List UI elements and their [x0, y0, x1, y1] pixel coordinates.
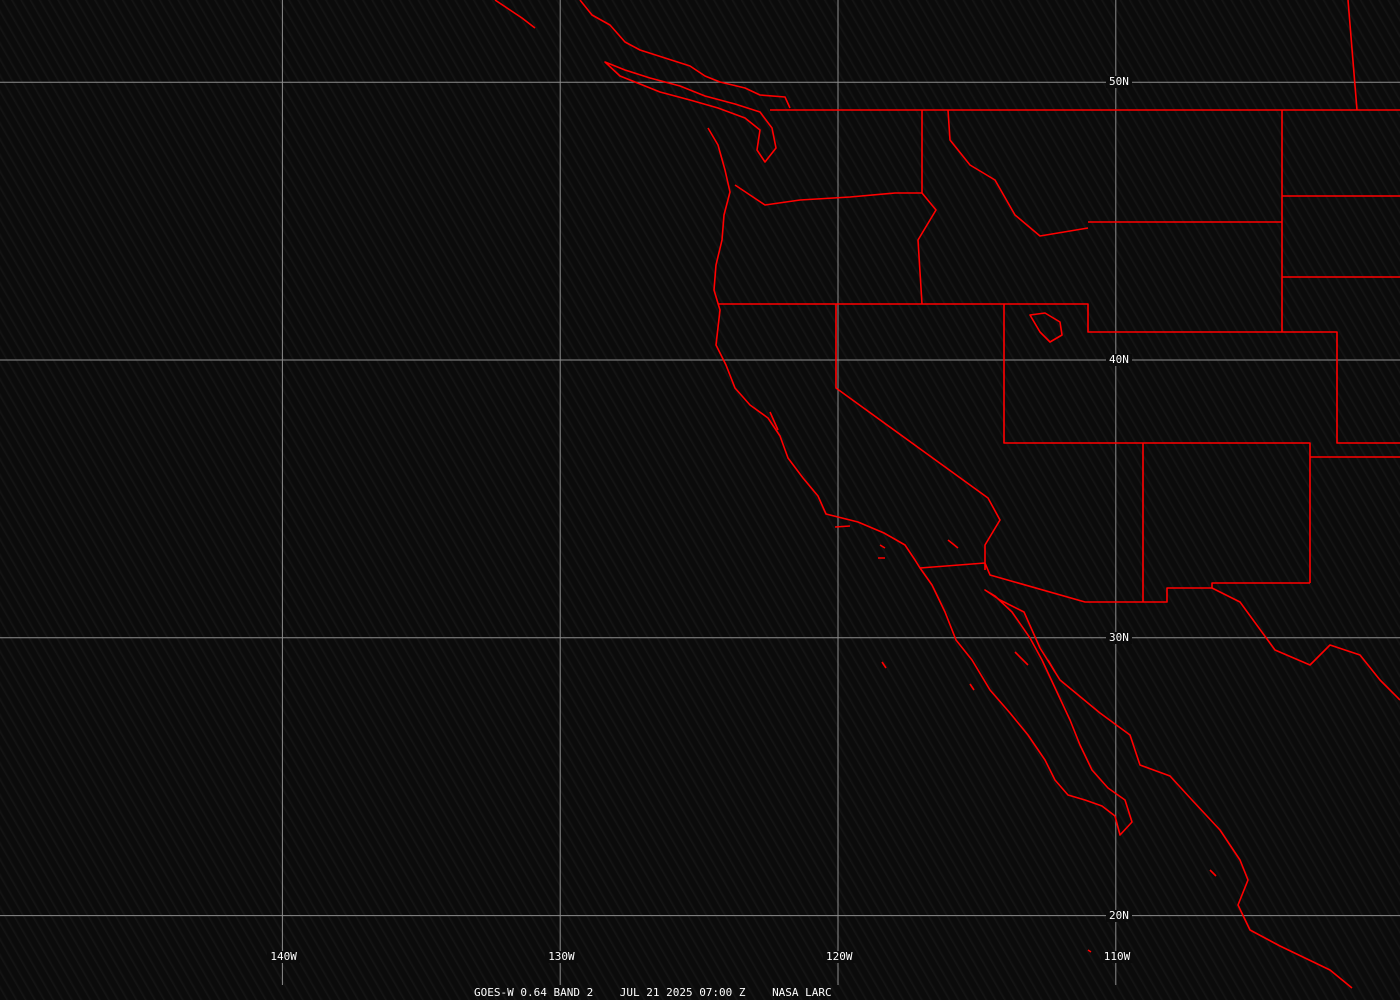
great-salt-lake: [1029, 312, 1063, 343]
image-caption: GOES-W 0.64 BAND 2 JUL 21 2025 07:00 Z N…: [474, 986, 832, 999]
canada-us-border: [770, 0, 1400, 111]
pacific-coastline: [707, 127, 1353, 989]
observation-time: JUL 21 2025 07:00 Z: [619, 986, 746, 999]
bc-coastline: [494, 0, 791, 109]
data-source: NASA LARC: [772, 986, 832, 999]
latitude-label: 50N: [1106, 76, 1132, 89]
satellite-band: GOES-W 0.64 BAND 2: [474, 986, 594, 999]
vancouver-island: [604, 61, 777, 163]
longitude-label: 130W: [545, 951, 578, 963]
latitude-label: 20N: [1106, 909, 1132, 922]
state-borders: [718, 109, 1400, 701]
longitude-label: 140W: [267, 951, 300, 963]
longitude-label: 120W: [823, 951, 856, 963]
latitude-label: 30N: [1106, 631, 1132, 644]
longitude-label: 110W: [1100, 951, 1134, 963]
islands: [769, 411, 1217, 953]
latitude-label: 40N: [1106, 354, 1132, 366]
